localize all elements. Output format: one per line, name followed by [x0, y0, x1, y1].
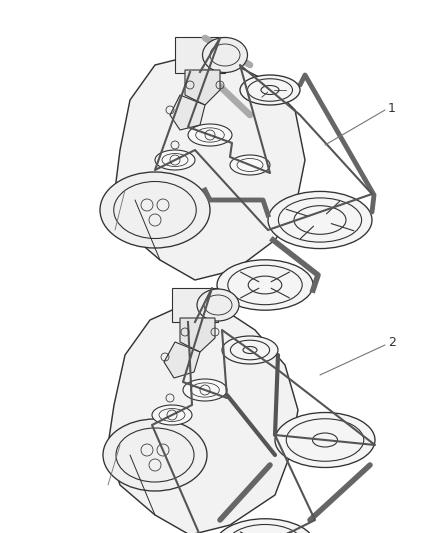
Polygon shape — [184, 70, 219, 105]
Polygon shape — [170, 95, 205, 130]
Ellipse shape — [152, 405, 191, 425]
Polygon shape — [108, 302, 297, 533]
Polygon shape — [180, 318, 215, 352]
Text: 2: 2 — [387, 336, 395, 350]
Ellipse shape — [197, 289, 238, 321]
Polygon shape — [172, 288, 218, 322]
Ellipse shape — [155, 150, 194, 170]
Ellipse shape — [215, 519, 314, 533]
Ellipse shape — [202, 37, 247, 72]
Ellipse shape — [274, 413, 374, 467]
Ellipse shape — [230, 155, 269, 175]
Ellipse shape — [240, 75, 299, 105]
Text: 1: 1 — [387, 101, 395, 115]
Ellipse shape — [187, 124, 231, 146]
Ellipse shape — [183, 379, 226, 401]
Polygon shape — [175, 37, 225, 73]
Ellipse shape — [216, 260, 312, 310]
Ellipse shape — [222, 336, 277, 364]
Polygon shape — [115, 55, 304, 280]
Ellipse shape — [100, 172, 209, 248]
Ellipse shape — [267, 191, 371, 248]
Polygon shape — [164, 342, 200, 378]
Ellipse shape — [103, 419, 207, 491]
